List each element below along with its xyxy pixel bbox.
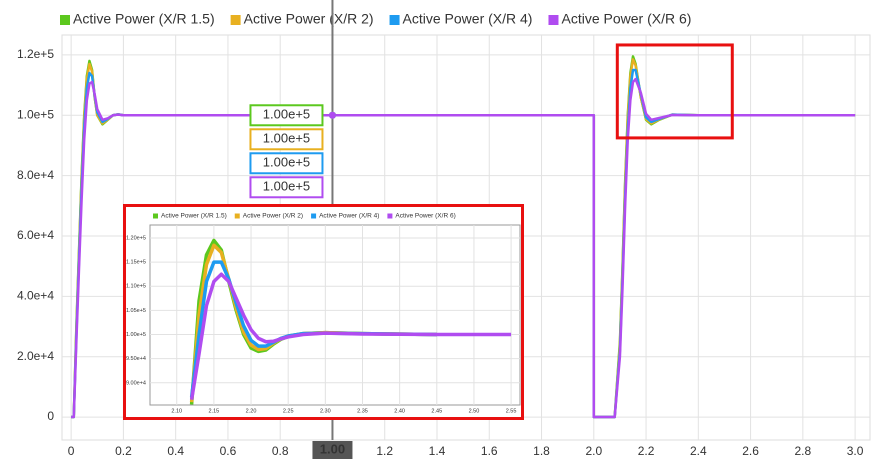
series-group <box>189 238 512 405</box>
cursor-value-label: 1.00e+5 <box>263 179 310 194</box>
y-tick-label: 9.50e+4 <box>126 356 146 362</box>
x-tick-label: 1.6 <box>481 444 498 458</box>
x-tick-label: 2.40 <box>394 408 405 414</box>
series-line <box>189 272 512 400</box>
legend-label: Active Power (X/R 6) <box>395 213 455 220</box>
x-tick-label: 2.35 <box>357 408 368 414</box>
legend-swatch <box>387 213 393 219</box>
x-tick-label: 2.30 <box>320 408 331 414</box>
legend-swatch <box>311 213 317 219</box>
x-tick-label: 1.8 <box>533 444 550 458</box>
x-tick-label: 2.0 <box>585 444 602 458</box>
y-tick-label: 0 <box>47 409 54 423</box>
x-tick-label: 3.0 <box>847 444 864 458</box>
plot: 2.10 2.15 2.20 2.25 2.30 2.35 2.40 2.45 2.50 2.55… <box>123 204 524 420</box>
legend-label: Active Power (X/R 1.5) <box>161 213 227 220</box>
cursor-x-box <box>312 441 353 459</box>
legend-label: Active Power (X/R 4) <box>319 213 379 220</box>
y-tick-label: 2.0e+4 <box>17 349 54 363</box>
y-tick-label: 9.00e+4 <box>126 380 146 386</box>
legend-swatch <box>60 15 70 25</box>
legend-label: Active Power (X/R 6) <box>561 11 691 27</box>
x-tick-label: 2.50 <box>469 408 480 414</box>
y-tick-label: 1.00e+5 <box>126 332 146 338</box>
x-tick-label: 0 <box>68 444 75 458</box>
x-tick-label: 2.10 <box>171 408 182 414</box>
x-tick-label: 2.8 <box>794 444 811 458</box>
legend-swatch <box>234 213 240 219</box>
y-tick-label: 1.20e+5 <box>126 235 146 241</box>
x-tick-label: 2.15 <box>209 408 220 414</box>
y-tick-label: 1.10e+5 <box>126 284 146 290</box>
x-tick-label: 1.4 <box>429 444 446 458</box>
y-tick-label: 1.0e+5 <box>17 107 54 121</box>
legend-swatch <box>389 15 400 25</box>
x-tick-label: 0.2 <box>115 444 132 458</box>
x-tick-label: 2.25 <box>283 408 294 414</box>
cursor-x-label: 1.00 <box>320 441 345 456</box>
cursor-value-box <box>249 128 324 151</box>
y-tick-label: 1.05e+5 <box>126 308 146 314</box>
x-tick-label: 2.45 <box>431 408 442 414</box>
x-tick-label: 1.2 <box>376 444 393 458</box>
y-tick-label: 4.0e+4 <box>17 289 54 303</box>
cursor-value-label: 1.00e+5 <box>263 107 310 122</box>
cursor-value-label: 1.00e+5 <box>263 131 310 146</box>
legend-label: Active Power (X/R 4) <box>403 11 533 27</box>
x-tick-label: 2.2 <box>638 444 655 458</box>
legend-swatch <box>548 15 559 25</box>
y-tick-label: 6.0e+4 <box>17 228 54 242</box>
cursor-value-box <box>249 176 324 199</box>
legend-swatch <box>153 213 158 219</box>
x-tick-label: 0.4 <box>167 444 184 458</box>
legend-label: Active Power (X/R 2) <box>243 213 303 220</box>
y-tick-label: 1.2e+5 <box>17 47 54 61</box>
cursor-value-label: 1.00e+5 <box>263 155 310 170</box>
zoom-box <box>615 43 734 140</box>
x-tick-label: 2.6 <box>742 444 759 458</box>
legend-swatch <box>230 15 241 25</box>
x-tick-label: 2.55 <box>506 408 517 414</box>
x-tick-label: 0.8 <box>272 444 289 458</box>
x-tick-label: 0.6 <box>220 444 237 458</box>
x-tick-label: 2.4 <box>690 444 707 458</box>
y-tick-label: 1.15e+5 <box>126 260 146 266</box>
x-tick-label: 2.20 <box>246 408 257 414</box>
legend-label: Active Power (X/R 1.5) <box>73 11 215 27</box>
cursor-value-box <box>249 152 324 175</box>
y-tick-label: 8.0e+4 <box>17 168 54 182</box>
cursor-point <box>328 111 336 119</box>
cursor-value-box <box>249 104 324 127</box>
legend-label: Active Power (X/R 2) <box>244 11 374 27</box>
